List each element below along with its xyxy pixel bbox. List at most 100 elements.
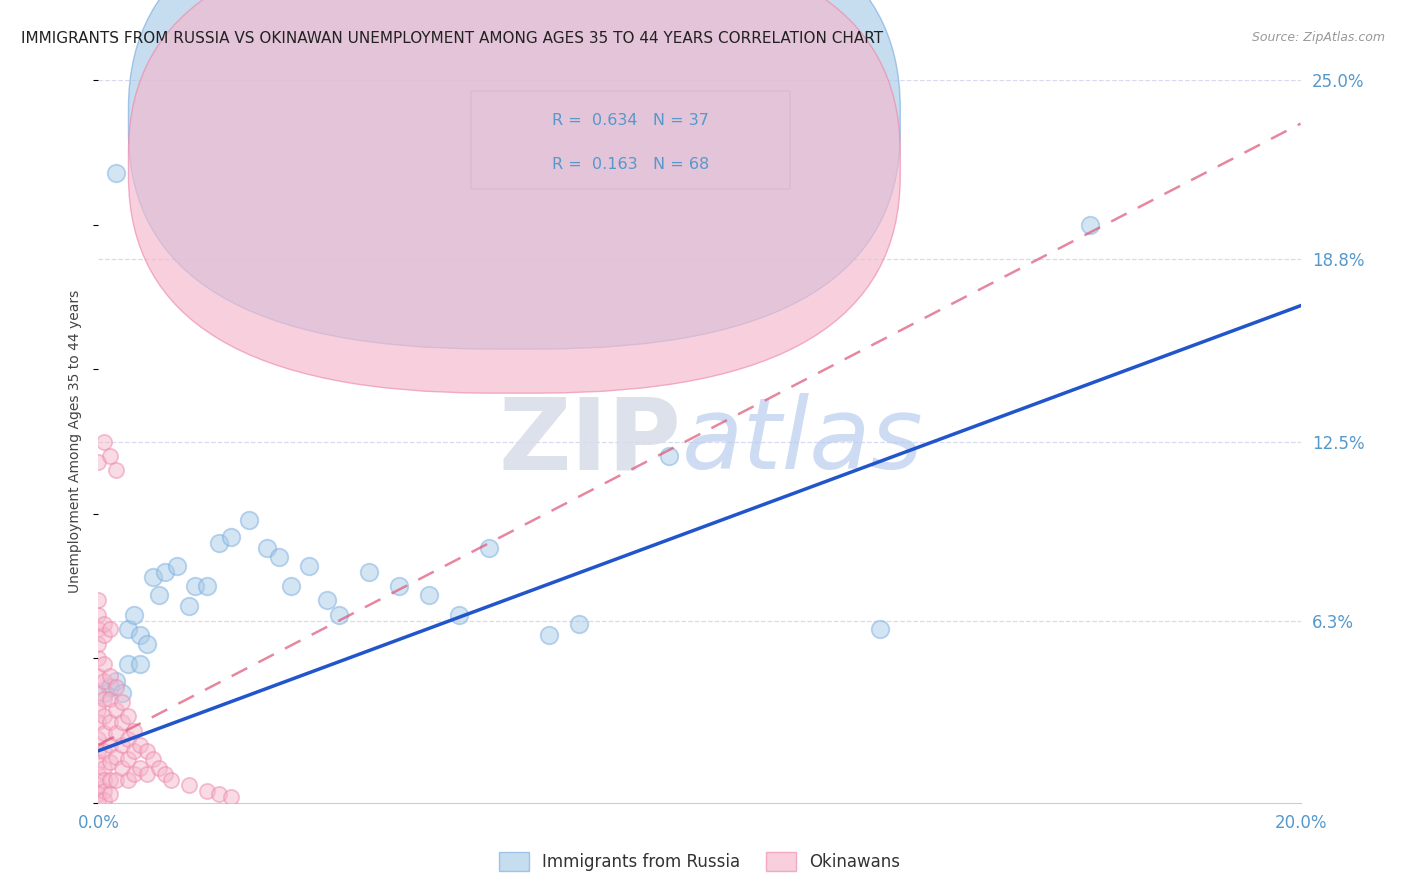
Point — [256, 541, 278, 556]
Point — [100, 668, 122, 682]
Legend: Immigrants from Russia, Okinawans: Immigrants from Russia, Okinawans — [492, 845, 907, 878]
Point — [141, 752, 163, 766]
Point — [124, 744, 146, 758]
Point — [159, 772, 181, 787]
Text: R =  0.634   N = 37: R = 0.634 N = 37 — [551, 112, 709, 128]
Point — [111, 686, 134, 700]
Point — [357, 565, 380, 579]
Point — [129, 738, 152, 752]
Point — [87, 779, 110, 793]
Point — [135, 744, 157, 758]
Point — [658, 449, 681, 463]
Point — [105, 680, 128, 694]
Point — [87, 787, 110, 801]
Text: atlas: atlas — [682, 393, 924, 490]
Point — [93, 761, 115, 775]
Point — [105, 726, 128, 740]
Point — [87, 651, 110, 665]
Y-axis label: Unemployment Among Ages 35 to 44 years: Unemployment Among Ages 35 to 44 years — [69, 290, 83, 593]
Point — [100, 680, 122, 694]
Point — [388, 579, 411, 593]
Point — [166, 558, 188, 573]
Point — [105, 772, 128, 787]
Point — [1078, 218, 1101, 232]
Point — [87, 686, 110, 700]
FancyBboxPatch shape — [471, 91, 790, 189]
Point — [100, 714, 122, 729]
Point — [93, 674, 115, 689]
Point — [93, 691, 115, 706]
Point — [87, 714, 110, 729]
Point — [93, 772, 115, 787]
Point — [208, 535, 231, 549]
Point — [148, 761, 170, 775]
Text: ZIP: ZIP — [499, 393, 682, 490]
Point — [117, 752, 139, 766]
Point — [87, 637, 110, 651]
Point — [447, 607, 470, 622]
Point — [100, 449, 122, 463]
Point — [105, 703, 128, 717]
Point — [93, 434, 115, 449]
Point — [135, 637, 157, 651]
Point — [195, 579, 218, 593]
Point — [111, 714, 134, 729]
Point — [111, 761, 134, 775]
Point — [117, 732, 139, 747]
Point — [93, 744, 115, 758]
Point — [298, 558, 321, 573]
Point — [183, 579, 205, 593]
Point — [100, 756, 122, 770]
Point — [568, 616, 591, 631]
Point — [418, 588, 440, 602]
Point — [87, 732, 110, 747]
Point — [100, 623, 122, 637]
Point — [100, 738, 122, 752]
Text: IMMIGRANTS FROM RUSSIA VS OKINAWAN UNEMPLOYMENT AMONG AGES 35 TO 44 YEARS CORREL: IMMIGRANTS FROM RUSSIA VS OKINAWAN UNEMP… — [21, 31, 883, 46]
Point — [105, 463, 128, 477]
Point — [117, 657, 139, 671]
Point — [177, 779, 200, 793]
Point — [105, 674, 128, 689]
Point — [478, 541, 501, 556]
Point — [280, 579, 302, 593]
Point — [93, 657, 115, 671]
Point — [100, 772, 122, 787]
Point — [129, 628, 152, 642]
Point — [328, 607, 350, 622]
Point — [100, 787, 122, 801]
FancyBboxPatch shape — [128, 0, 900, 349]
Point — [124, 723, 146, 738]
Point — [87, 593, 110, 607]
Point — [238, 512, 260, 526]
Point — [219, 530, 242, 544]
Point — [124, 607, 146, 622]
Point — [153, 565, 176, 579]
Point — [869, 623, 891, 637]
Point — [538, 628, 561, 642]
Point — [87, 744, 110, 758]
Text: Source: ZipAtlas.com: Source: ZipAtlas.com — [1251, 31, 1385, 45]
Point — [87, 623, 110, 637]
Point — [93, 793, 115, 807]
Point — [105, 166, 128, 180]
Point — [219, 790, 242, 805]
Point — [315, 593, 337, 607]
Point — [129, 761, 152, 775]
Point — [93, 616, 115, 631]
Point — [87, 767, 110, 781]
Point — [153, 767, 176, 781]
Point — [117, 709, 139, 723]
Point — [100, 691, 122, 706]
Point — [93, 686, 115, 700]
Point — [87, 668, 110, 682]
Point — [141, 570, 163, 584]
Point — [267, 550, 290, 565]
Point — [129, 657, 152, 671]
Point — [87, 756, 110, 770]
Point — [93, 628, 115, 642]
Point — [93, 726, 115, 740]
Point — [177, 599, 200, 614]
Point — [111, 738, 134, 752]
Point — [208, 787, 231, 801]
